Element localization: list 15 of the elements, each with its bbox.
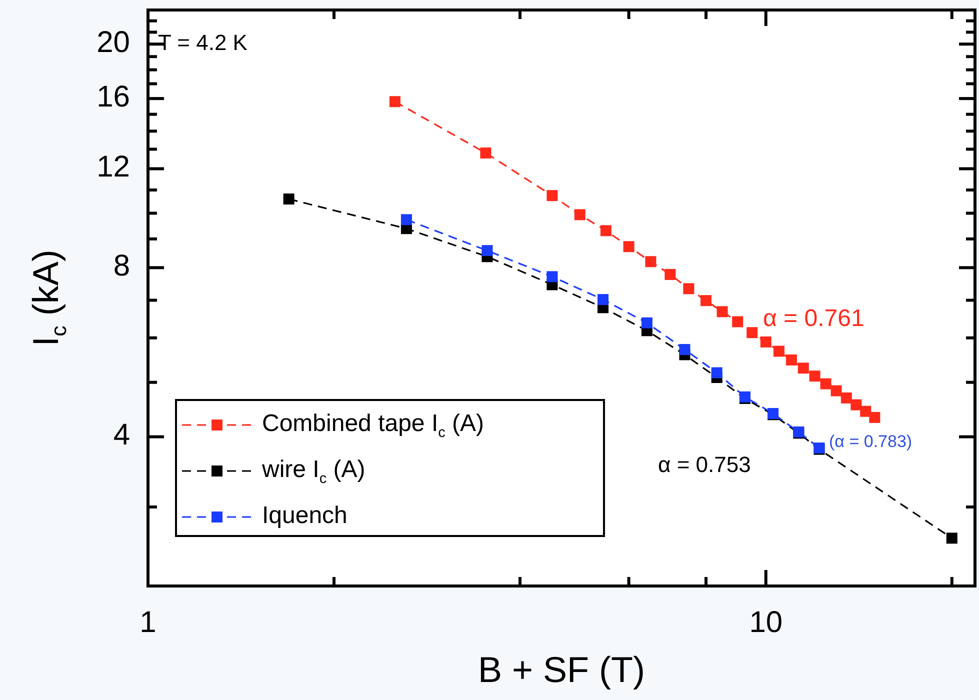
- annotation: T = 4.2 K: [158, 30, 248, 55]
- annotation: (α = 0.783): [829, 432, 912, 452]
- legend-label: Combined tape I$_{c}$ (A): [262, 410, 484, 441]
- y-tick-label: 20: [96, 26, 130, 60]
- y-tick-label: 12: [96, 150, 130, 184]
- annotation: α = 0.761: [763, 305, 864, 332]
- legend-label: wire I$_{c}$ (A): [261, 456, 366, 487]
- y-tick-label: 16: [96, 80, 130, 114]
- x-tick-label: 1: [140, 606, 156, 639]
- x-tick-label: 10: [749, 606, 783, 639]
- legend-label: Iquench: [262, 502, 348, 530]
- annotation: α = 0.753: [658, 452, 751, 477]
- y-tick-label: 8: [113, 250, 130, 283]
- x-axis-title: B + SF (T): [478, 648, 646, 690]
- y-tick-label: 4: [113, 418, 130, 452]
